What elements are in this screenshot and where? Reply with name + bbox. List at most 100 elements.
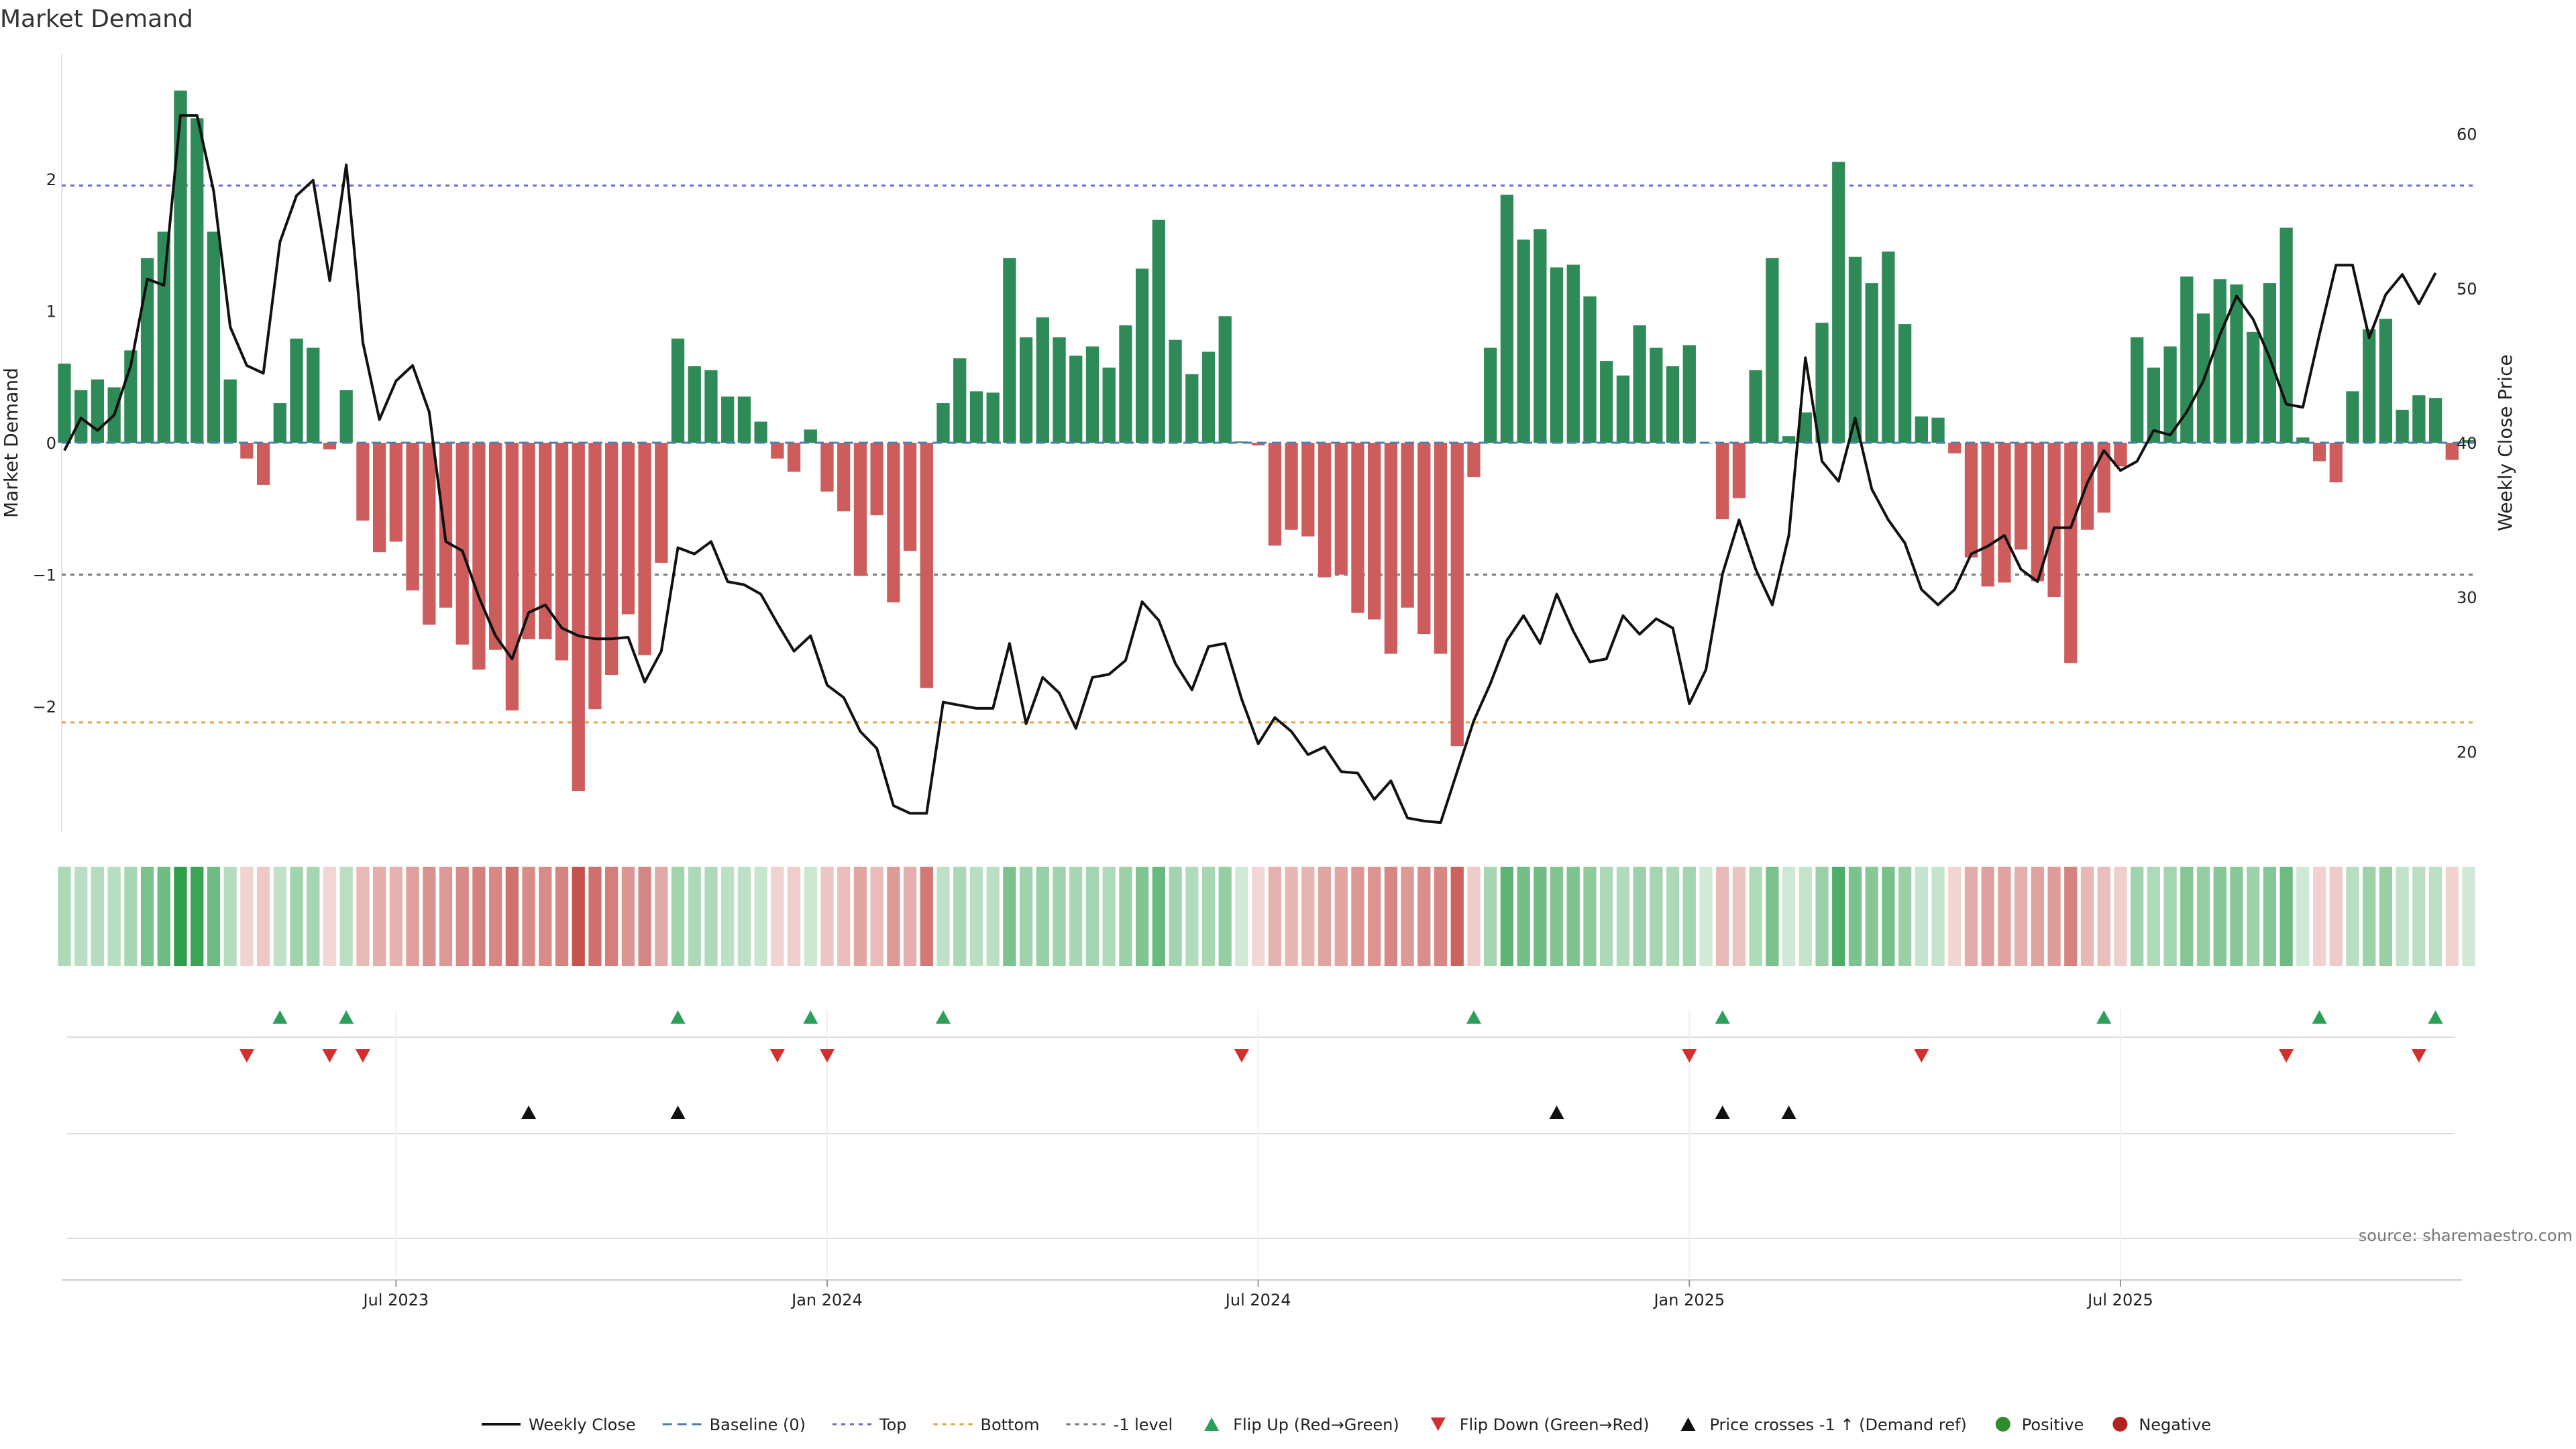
legend-label: Negative: [2139, 1415, 2211, 1434]
left-tick-label: −2: [33, 698, 56, 716]
heat-cell: [1484, 867, 1497, 966]
demand-bar: [157, 231, 170, 443]
heat-cell: [1036, 867, 1049, 966]
heat-cell: [1865, 867, 1878, 966]
demand-bar: [688, 366, 701, 443]
demand-bar: [1351, 443, 1364, 613]
heat-cell: [2445, 867, 2459, 966]
heat-cell: [986, 867, 1000, 966]
heat-cell: [953, 867, 967, 966]
heat-cell: [2346, 867, 2359, 966]
heat-cell: [1666, 867, 1680, 966]
demand-bar: [455, 443, 469, 645]
left-tick-label: 0: [46, 434, 56, 453]
demand-bar: [240, 443, 254, 459]
heat-cell: [2180, 867, 2194, 966]
heat-cell: [1252, 867, 1265, 966]
demand-bar: [2412, 395, 2426, 443]
heat-cell: [887, 867, 900, 966]
heat-cell: [1185, 867, 1199, 966]
heat-cell: [1169, 867, 1182, 966]
demand-bar: [2114, 443, 2127, 467]
demand-bar: [2131, 337, 2144, 443]
demand-bar: [339, 390, 353, 443]
demand-bar: [505, 443, 519, 711]
demand-bar: [1616, 375, 1630, 443]
heat-cell: [2263, 867, 2277, 966]
legend-label: -1 level: [1114, 1415, 1173, 1434]
demand-bar: [58, 364, 71, 443]
heat-cell: [853, 867, 867, 966]
demand-bar: [1285, 443, 1298, 530]
heat-cell: [323, 867, 337, 966]
heat-cell: [1368, 867, 1381, 966]
legend-item-flip_up: Flip Up (Red→Green): [1204, 1415, 1399, 1434]
legend-label: Weekly Close: [529, 1415, 636, 1434]
demand-bar: [1666, 366, 1680, 443]
demand-bar: [1218, 316, 1232, 443]
heat-cell: [2329, 867, 2343, 966]
heat-cell: [1467, 867, 1481, 966]
heat-cell: [423, 867, 436, 966]
right-tick-label: 40: [2457, 434, 2477, 453]
heat-cell: [1981, 867, 1994, 966]
flip-down-marker: [769, 1049, 785, 1063]
legend-item-bottom: Bottom: [933, 1415, 1040, 1434]
demand-bar: [1085, 346, 1099, 443]
demand-bar: [1948, 443, 1962, 453]
x-tick-label: Jul 2025: [2086, 1291, 2153, 1309]
legend-item-price: Weekly Close: [482, 1415, 636, 1434]
demand-bar: [2346, 391, 2359, 443]
demand-bar: [1036, 317, 1049, 443]
demand-bar: [1782, 436, 1796, 443]
demand-bar: [655, 443, 668, 563]
demand-bar: [2031, 443, 2044, 582]
flip-down-marker: [1682, 1049, 1697, 1063]
demand-bar: [1981, 443, 1994, 587]
demand-bar: [1931, 417, 1945, 443]
flip-up-marker: [2096, 1010, 2112, 1024]
demand-bar: [969, 391, 983, 443]
x-tick-label: Jul 2023: [362, 1291, 429, 1309]
heat-cell: [356, 867, 370, 966]
heat-cell: [638, 867, 651, 966]
demand-bar: [1401, 443, 1414, 608]
legend-label: Flip Up (Red→Green): [1233, 1415, 1399, 1434]
legend: Weekly Close Baseline (0) Top Bottom -1 leve…: [482, 1415, 2211, 1434]
demand-bar: [1732, 443, 1746, 498]
demand-bar: [207, 231, 221, 443]
heat-cell: [737, 867, 751, 966]
heat-cell: [1003, 867, 1016, 966]
demand-bar: [1517, 239, 1530, 443]
heat-cell: [1815, 867, 1829, 966]
heat-cell: [339, 867, 353, 966]
x-axis: Jul 2023 Jan 2024 Jul 2024 Jan 2025 Jul 2025: [62, 1279, 2462, 1309]
legend-label: Price crosses -1 ↑ (Demand ref): [1710, 1415, 1967, 1434]
demand-bar: [2163, 346, 2177, 443]
heat-cell: [1053, 867, 1066, 966]
heat-cell: [522, 867, 535, 966]
demand-bar: [804, 429, 817, 443]
heat-cell: [1799, 867, 1812, 966]
demand-bar: [1169, 339, 1182, 443]
heat-cell: [1268, 867, 1281, 966]
legend-label: Baseline (0): [710, 1415, 806, 1434]
demand-bar: [953, 358, 967, 443]
demand-bar: [2363, 329, 2376, 443]
heat-cell: [920, 867, 933, 966]
heat-cell: [1500, 867, 1514, 966]
heat-cell: [2114, 867, 2127, 966]
demand-bar: [140, 258, 154, 443]
flip-down-marker: [2411, 1049, 2426, 1063]
heat-cell: [1550, 867, 1564, 966]
heat-cell: [307, 867, 320, 966]
left-tick-label: −1: [33, 566, 56, 585]
demand-bar: [1534, 229, 1547, 443]
right-tick-label: 30: [2457, 588, 2477, 607]
demand-bar: [1467, 443, 1481, 478]
legend-label: Bottom: [981, 1415, 1040, 1434]
demand-bar: [1434, 443, 1448, 654]
heat-cell: [107, 867, 121, 966]
heat-cell: [1948, 867, 1962, 966]
chart-title: Market Demand: [0, 5, 193, 33]
